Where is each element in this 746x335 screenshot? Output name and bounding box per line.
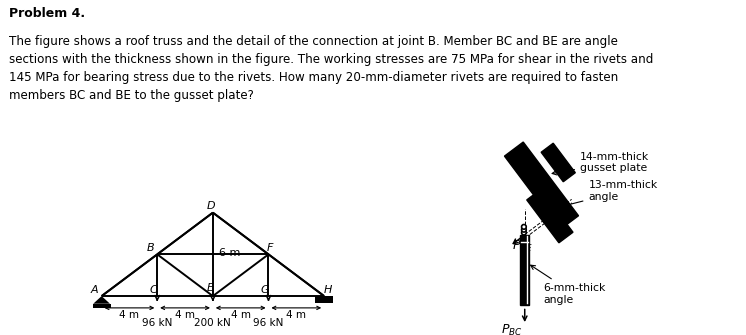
Text: 96 kN: 96 kN: [142, 318, 172, 328]
Circle shape: [521, 227, 526, 232]
Text: B: B: [146, 243, 154, 253]
Polygon shape: [98, 304, 102, 307]
Text: D: D: [207, 201, 216, 210]
Text: 4 m: 4 m: [119, 310, 140, 320]
Text: C: C: [149, 285, 157, 295]
Polygon shape: [541, 143, 575, 182]
Text: The figure shows a roof truss and the detail of the connection at joint B. Membe: The figure shows a roof truss and the de…: [9, 35, 653, 102]
Text: $P_{BC}$: $P_{BC}$: [501, 323, 523, 335]
Polygon shape: [527, 189, 573, 243]
Text: 200 kN: 200 kN: [195, 318, 231, 328]
Text: 6-mm-thick
angle: 6-mm-thick angle: [530, 265, 606, 305]
Polygon shape: [95, 304, 98, 307]
Text: 13-mm-thick
angle: 13-mm-thick angle: [560, 180, 658, 208]
Text: A: A: [91, 285, 98, 295]
Polygon shape: [315, 296, 333, 303]
Polygon shape: [93, 296, 110, 304]
Text: Problem 4.: Problem 4.: [9, 7, 85, 20]
Polygon shape: [107, 304, 110, 307]
Text: F: F: [266, 243, 273, 253]
Polygon shape: [93, 304, 110, 308]
Text: $P_{BE}$: $P_{BE}$: [513, 239, 533, 254]
Text: 6 m: 6 m: [219, 248, 240, 258]
Text: 96 kN: 96 kN: [254, 318, 283, 328]
Text: 14-mm-thick
gusset plate: 14-mm-thick gusset plate: [552, 152, 649, 175]
Text: H: H: [324, 285, 333, 295]
Polygon shape: [103, 304, 106, 307]
Polygon shape: [504, 142, 578, 230]
Circle shape: [521, 230, 526, 235]
Circle shape: [521, 224, 526, 229]
Text: 4 m: 4 m: [175, 310, 195, 320]
Text: G: G: [260, 285, 269, 295]
Polygon shape: [520, 234, 530, 305]
Text: E: E: [207, 283, 213, 293]
Text: 4 m: 4 m: [286, 310, 307, 320]
Text: 4 m: 4 m: [231, 310, 251, 320]
